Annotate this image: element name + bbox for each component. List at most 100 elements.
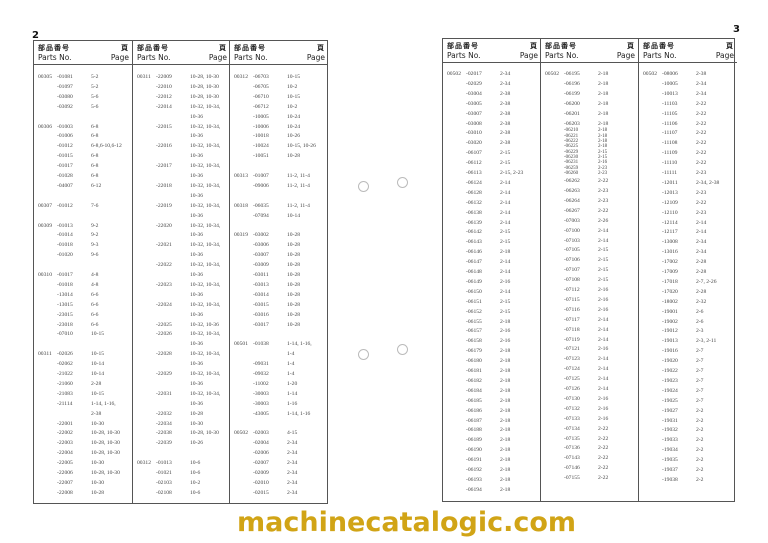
page-reference: 2-3 — [696, 328, 704, 335]
table-row: -22020 10-32, 10-34, — [133, 221, 230, 231]
table-row: -19027 2-2 — [639, 406, 737, 416]
table-row: -23015 6-6 — [34, 310, 132, 320]
table-row: -01018 4-8 — [34, 280, 132, 290]
index-column: 部品番号 頁 Parts No. Page 00502 -08006 2-38 -10005 2… — [638, 39, 737, 501]
part-number: -06192 — [466, 467, 482, 473]
table-row: -03011 10-28 — [230, 270, 328, 280]
table-row: 10-36 — [133, 379, 230, 389]
part-number: -11106 — [662, 120, 678, 127]
table-row: -19032 2-2 — [639, 425, 737, 435]
page-reference: 2-16 — [598, 346, 609, 353]
table-row: -22031 10-32, 10-34, — [133, 389, 230, 399]
page-reference: 2-7 — [696, 368, 704, 374]
part-number: -10013 — [662, 90, 678, 97]
page-reference: 10-32, 10-34, — [190, 182, 221, 189]
table-row: -30003 1-16 — [230, 399, 328, 409]
table-row: -22026 10-32, 10-34, — [133, 329, 230, 339]
page-reference: 2-18 — [598, 120, 609, 127]
part-number: -07132 — [564, 405, 580, 412]
table-row: 10-36 — [133, 250, 230, 260]
table-row: -06180 2-18 — [443, 356, 541, 366]
table-row: -22007 10-30 — [34, 478, 132, 488]
part-number: -11002 — [253, 380, 269, 387]
page-reference: 2-16 — [598, 306, 609, 313]
page-reference: 10-15 — [91, 390, 105, 397]
page-reference: 2-15 — [598, 149, 608, 155]
part-number: -02004 — [253, 440, 269, 447]
table-row: -07132 2-16 — [541, 404, 638, 414]
page-reference: 2-15 — [598, 154, 608, 160]
table-row: -02062 10-14 — [34, 359, 132, 369]
part-number: -07118 — [564, 326, 580, 333]
page-reference: 6-8,6-10,6-12 — [91, 143, 122, 150]
table-row: -01097 5-2 — [34, 82, 132, 92]
part-prefix: 00309 — [38, 222, 52, 229]
part-number: -01020 — [57, 252, 73, 259]
header-page: Page — [519, 51, 538, 60]
part-number: -22004 — [57, 450, 73, 457]
part-number: -06703 — [253, 74, 269, 80]
page-reference: 10-28 — [91, 489, 105, 496]
table-row: -21060 2-28 — [34, 379, 132, 389]
table-row: -10005 2-34 — [639, 79, 737, 89]
part-number: -06148 — [466, 269, 482, 275]
header-page-jp: 頁 — [726, 42, 733, 50]
header-page: Page — [110, 53, 129, 62]
table-row: -07123 2-14 — [541, 354, 638, 364]
table-row: -07105 2-15 — [541, 245, 638, 255]
table-row: -03008 2-38 — [443, 119, 541, 129]
table-row: -22024 10-32, 10-34, — [133, 300, 230, 310]
part-number: -02009 — [253, 470, 269, 476]
part-number: -06138 — [466, 209, 482, 216]
table-row: 10-36 — [133, 290, 230, 300]
part-number: -06189 — [466, 437, 482, 444]
table-row: -19023 2-7 — [639, 376, 737, 386]
table-row: -22019 10-32, 10-34, — [133, 201, 230, 211]
table-row: -19035 2-2 — [639, 455, 737, 465]
part-number: -07117 — [564, 316, 580, 323]
part-number: -07116 — [564, 306, 580, 313]
page-reference: 2-34 — [500, 71, 511, 77]
page-reference: 10-36 — [190, 252, 204, 259]
table-row: -03015 10-28 — [230, 300, 328, 310]
part-number: -06107 — [466, 150, 482, 157]
table-row: -06155 2-18 — [443, 317, 541, 327]
page-reference: 2-34 — [696, 90, 707, 97]
page-reference: 9-6 — [91, 252, 99, 259]
part-number: -07115 — [564, 296, 580, 303]
part-number: -06194 — [466, 486, 482, 493]
page-reference: 2-16 — [598, 395, 609, 402]
part-number: -06113 — [466, 170, 482, 176]
part-number: -23018 — [57, 321, 73, 328]
page-reference: 2-18 — [500, 358, 511, 365]
part-number: -03007 — [253, 252, 269, 259]
page-reference: 2-38 — [500, 110, 511, 117]
table-row: 00311 -22009 10-28, 10-30 — [133, 72, 230, 82]
part-number: -02017 — [466, 71, 482, 77]
table-row: -03006 10-28 — [230, 240, 328, 250]
page-reference: 10-30 — [91, 479, 105, 486]
page-reference: 10-28, 10-30 — [190, 74, 219, 80]
page-reference: 10-28 — [287, 311, 301, 318]
table-row: -07010 10-15 — [34, 329, 132, 339]
table-row: 00318 -06035 11-2, 11-4 — [230, 201, 328, 211]
binder-hole-icon — [397, 177, 408, 188]
page-reference: 10-28, 10-30 — [190, 93, 219, 100]
table-row: -06705 10-2 — [230, 82, 328, 92]
table-row: -19020 2-7 — [639, 356, 737, 366]
table-row: 00309 -01013 9-2 — [34, 221, 132, 231]
table-row: -22006 10-28, 10-30 — [34, 468, 132, 478]
part-number: -07003 — [564, 217, 580, 224]
part-number: -21060 — [57, 380, 73, 387]
part-number: -06190 — [466, 447, 482, 454]
page-reference: 2-7 — [696, 358, 704, 365]
part-number: -06229 — [564, 149, 579, 155]
page-reference: 11-2, 11-4 — [287, 173, 310, 179]
part-number: -06260 — [564, 170, 579, 176]
part-number: -07010 — [57, 331, 73, 338]
page-reference: 5-2 — [91, 83, 99, 90]
part-number: -19012 — [662, 328, 678, 335]
page-reference: 2-6 — [696, 308, 704, 315]
part-number: -06155 — [466, 318, 482, 325]
table-row: -19037 2-2 — [639, 465, 737, 475]
